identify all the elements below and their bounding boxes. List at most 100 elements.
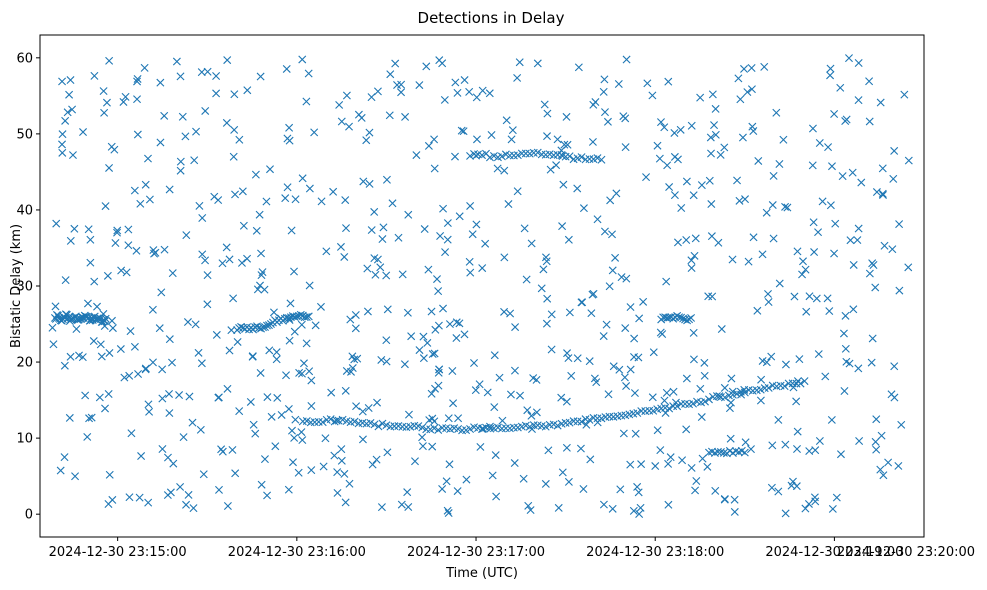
track-detection-marker <box>296 310 305 319</box>
noise-detection-marker <box>768 441 777 450</box>
noise-detection-marker <box>251 170 260 179</box>
noise-detection-marker <box>849 305 858 314</box>
noise-detection-marker <box>741 195 750 204</box>
noise-detection-marker <box>299 359 308 368</box>
noise-detection-marker <box>451 152 459 161</box>
y-axis-ticks: 0 10 20 30 40 50 60 <box>16 51 40 523</box>
noise-detection-marker <box>696 384 705 393</box>
noise-detection-marker <box>840 387 849 396</box>
noise-detection-marker <box>90 71 99 80</box>
noise-detection-marker <box>203 67 212 76</box>
noise-detection-marker <box>342 91 351 100</box>
noise-detection-marker <box>449 399 458 408</box>
noise-detection-marker <box>743 88 752 97</box>
noise-detection-marker <box>622 55 631 64</box>
noise-detection-marker <box>472 93 481 102</box>
noise-detection-marker <box>689 328 698 337</box>
noise-detection-marker <box>223 502 232 510</box>
noise-detection-marker <box>290 267 299 276</box>
noise-detection-marker <box>230 125 239 134</box>
noise-detection-marker <box>63 108 72 117</box>
noise-detection-marker <box>637 460 646 469</box>
track-detection-marker <box>525 422 534 431</box>
noise-detection-marker <box>620 373 629 382</box>
noise-detection-marker <box>689 355 698 364</box>
noise-detection-marker <box>65 413 74 422</box>
noise-detection-marker <box>188 418 197 427</box>
noise-detection-marker <box>727 374 736 383</box>
noise-detection-marker <box>287 226 296 235</box>
noise-detection-marker <box>614 80 623 89</box>
noise-detection-marker <box>144 498 153 507</box>
noise-detection-marker <box>435 365 444 374</box>
track-detection-marker <box>501 424 510 433</box>
noise-detection-marker <box>890 146 899 155</box>
noise-detection-marker <box>648 91 657 100</box>
noise-detection-marker <box>900 90 909 99</box>
noise-detection-marker <box>826 71 835 80</box>
noise-detection-marker <box>365 179 374 188</box>
noise-detection-marker <box>608 504 617 513</box>
noise-detection-marker <box>354 110 363 119</box>
noise-detection-marker <box>184 490 193 499</box>
noise-detection-marker <box>775 279 784 288</box>
noise-detection-marker <box>707 232 716 241</box>
noise-detection-marker <box>606 196 615 205</box>
noise-detection-marker <box>878 164 887 173</box>
noise-detection-marker <box>879 471 888 480</box>
noise-detection-marker <box>868 334 877 343</box>
noise-detection-marker <box>542 319 551 328</box>
noise-detection-marker <box>61 116 70 125</box>
track-detection-marker <box>505 151 514 160</box>
noise-detection-marker <box>488 471 497 480</box>
noise-detection-marker <box>698 454 707 463</box>
noise-detection-marker <box>362 136 371 145</box>
noise-detection-marker <box>272 348 281 357</box>
noise-detection-marker <box>358 407 367 416</box>
noise-detection-marker <box>235 407 244 416</box>
noise-detection-marker <box>506 390 515 399</box>
noise-detection-marker <box>231 190 240 199</box>
noise-detection-marker <box>248 352 257 361</box>
noise-detection-marker <box>90 277 99 286</box>
noise-detection-marker <box>120 373 129 382</box>
noise-detection-marker <box>364 404 373 413</box>
noise-detection-marker <box>66 236 75 245</box>
noise-detection-marker <box>841 311 850 320</box>
track-detection-marker <box>509 423 518 432</box>
noise-detection-marker <box>690 251 699 260</box>
track-detection-marker <box>605 412 614 421</box>
track-detection-marker <box>792 379 801 388</box>
noise-detection-marker <box>603 117 612 126</box>
noise-detection-marker <box>775 160 784 168</box>
x-tick-label: 2024-12-30 23:16:00 <box>228 545 366 560</box>
noise-detection-marker <box>639 297 648 306</box>
noise-detection-marker <box>327 388 336 397</box>
noise-detection-marker <box>846 236 855 245</box>
noise-detection-marker <box>75 351 83 360</box>
track-detection-marker <box>780 382 789 391</box>
noise-detection-marker <box>705 176 714 185</box>
noise-detection-marker <box>562 443 571 452</box>
noise-detection-marker <box>848 168 857 177</box>
noise-detection-marker <box>66 76 75 85</box>
noise-detection-marker <box>148 305 157 314</box>
x-tick-label: 2024-12-30 23:17:00 <box>407 545 545 560</box>
noise-detection-marker <box>867 358 876 367</box>
noise-detection-marker <box>214 393 223 402</box>
noise-detection-marker <box>150 249 159 258</box>
noise-detection-marker <box>105 348 114 357</box>
noise-detection-marker <box>682 177 691 186</box>
noise-detection-marker <box>768 201 777 210</box>
noise-detection-marker <box>111 239 120 248</box>
noise-detection-marker <box>105 470 114 479</box>
noise-detection-marker <box>665 183 674 192</box>
noise-detection-marker <box>801 265 810 274</box>
noise-detection-marker <box>747 64 756 72</box>
noise-detection-marker <box>113 228 122 237</box>
noise-detection-marker <box>307 466 316 475</box>
noise-detection-marker <box>792 397 801 406</box>
noise-detection-marker <box>865 77 874 86</box>
noise-detection-marker <box>830 249 839 258</box>
noise-detection-marker <box>158 394 167 403</box>
